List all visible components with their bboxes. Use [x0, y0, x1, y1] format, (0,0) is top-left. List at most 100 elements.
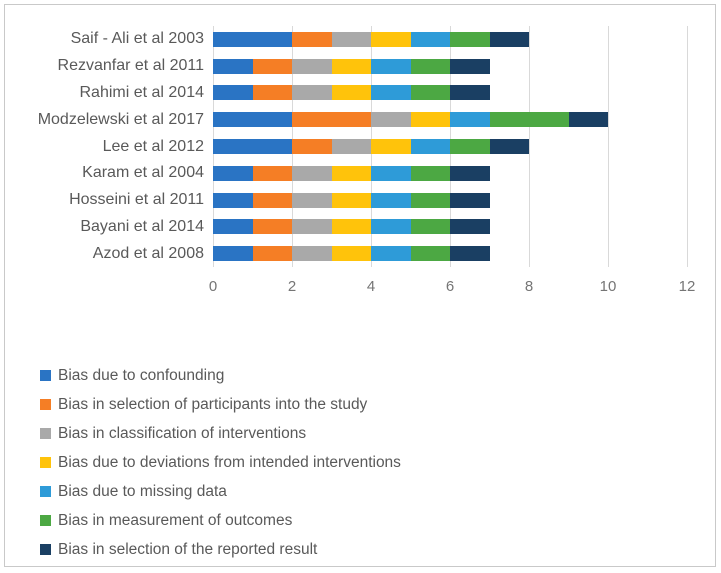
category-label: Azod et al 2008: [92, 244, 204, 262]
bar-segment: [450, 139, 490, 155]
bar-segment: [450, 165, 490, 181]
x-tick-label: 12: [678, 278, 696, 295]
bar-segment: [410, 112, 450, 128]
category-label: Karam et al 2004: [82, 164, 204, 182]
bar-segment: [213, 58, 253, 74]
bar-segment: [410, 192, 450, 208]
bar-segment: [371, 58, 411, 74]
bar-segment: [410, 85, 450, 101]
bar-segment: [371, 246, 411, 262]
legend-swatch-icon: [40, 515, 51, 526]
bar-segment: [371, 192, 411, 208]
bar-segment: [252, 58, 292, 74]
chart-row: Hosseini et al 2011: [0, 187, 687, 214]
bar-segment: [450, 219, 490, 235]
legend-label: Bias in classification of interventions: [58, 424, 307, 442]
category-label: Modzelewski et al 2017: [37, 110, 204, 128]
bar-segment: [371, 31, 411, 47]
bar-segment: [213, 165, 253, 181]
bar-segment: [371, 112, 411, 128]
bar-segment: [292, 112, 371, 128]
bar-segment: [292, 219, 332, 235]
stacked-bar: [213, 192, 490, 208]
bar-segment: [292, 31, 332, 47]
gridline: [608, 26, 609, 267]
legend-swatch-icon: [40, 428, 51, 439]
bar-segment: [410, 246, 450, 262]
category-label: Rahimi et al 2014: [79, 83, 204, 101]
bar-segment: [371, 165, 411, 181]
legend-item: Bias in measurement of outcomes: [40, 506, 401, 535]
bar-segment: [252, 85, 292, 101]
bar-segment: [292, 139, 332, 155]
chart-row: Bayani et al 2014: [0, 213, 687, 240]
chart-row: Karam et al 2004: [0, 160, 687, 187]
category-label: Bayani et al 2014: [80, 217, 204, 235]
bar-segment: [331, 139, 371, 155]
bar-segment: [489, 139, 529, 155]
bar-segment: [450, 58, 490, 74]
legend-item: Bias in classification of interventions: [40, 419, 401, 448]
bar-segment: [213, 219, 253, 235]
legend-swatch-icon: [40, 399, 51, 410]
bar-segment: [331, 85, 371, 101]
bar-segment: [450, 192, 490, 208]
legend-item: Bias due to confounding: [40, 361, 401, 390]
bar-segment: [292, 246, 332, 262]
gridline: [529, 26, 530, 267]
legend-item: Bias due to missing data: [40, 477, 401, 506]
x-tick-label: 10: [599, 278, 617, 295]
bar-segment: [450, 112, 490, 128]
chart-row: Lee et al 2012: [0, 133, 687, 160]
bar-segment: [213, 192, 253, 208]
category-label: Rezvanfar et al 2011: [57, 57, 204, 75]
bar-segment: [252, 165, 292, 181]
bar-segment: [331, 31, 371, 47]
category-label: Hosseini et al 2011: [69, 191, 204, 209]
bar-segment: [331, 58, 371, 74]
x-tick-label: 8: [524, 278, 534, 295]
bar-segment: [292, 165, 332, 181]
legend-label: Bias in measurement of outcomes: [58, 511, 293, 529]
bar-segment: [410, 139, 450, 155]
legend-label: Bias in selection of participants into t…: [58, 395, 368, 413]
legend-swatch-icon: [40, 544, 51, 555]
bar-segment: [410, 219, 450, 235]
legend-item: Bias due to deviations from intended int…: [40, 448, 401, 477]
bar-segment: [371, 219, 411, 235]
legend-item: Bias in selection of participants into t…: [40, 390, 401, 419]
stacked-bar: [213, 112, 608, 128]
legend-swatch-icon: [40, 370, 51, 381]
bar-segment: [450, 246, 490, 262]
legend-swatch-icon: [40, 486, 51, 497]
bar-segment: [410, 165, 450, 181]
bar-segment: [371, 139, 411, 155]
bar-segment: [410, 58, 450, 74]
bar-segment: [213, 85, 253, 101]
stacked-bar: [213, 31, 529, 47]
bar-segment: [252, 192, 292, 208]
stacked-bar: [213, 246, 490, 262]
chart-row: Rahimi et al 2014: [0, 80, 687, 107]
bar-segment: [213, 112, 292, 128]
bar-segment: [489, 31, 529, 47]
chart-row: Modzelewski et al 2017: [0, 106, 687, 133]
bar-rows: Saif - Ali et al 2003 Rezvanfar et al 201…: [0, 26, 687, 267]
bar-segment: [331, 246, 371, 262]
legend-swatch-icon: [40, 457, 51, 468]
stacked-bar: [213, 58, 490, 74]
legend-label: Bias due to confounding: [58, 366, 225, 384]
legend-item: Bias in selection of the reported result: [40, 535, 401, 564]
bar-segment: [292, 58, 332, 74]
x-axis-tick-labels: 0 2 4 6 8 10 12: [0, 279, 721, 295]
chart-row: Saif - Ali et al 2003: [0, 26, 687, 53]
stacked-bar: [213, 165, 490, 181]
legend-label: Bias due to missing data: [58, 482, 227, 500]
chart-row: Rezvanfar et al 2011: [0, 53, 687, 80]
bar-segment: [213, 31, 292, 47]
x-tick-label: 6: [445, 278, 455, 295]
bar-segment: [331, 192, 371, 208]
chart-row: Azod et al 2008: [0, 240, 687, 267]
x-tick-label: 2: [287, 278, 297, 295]
